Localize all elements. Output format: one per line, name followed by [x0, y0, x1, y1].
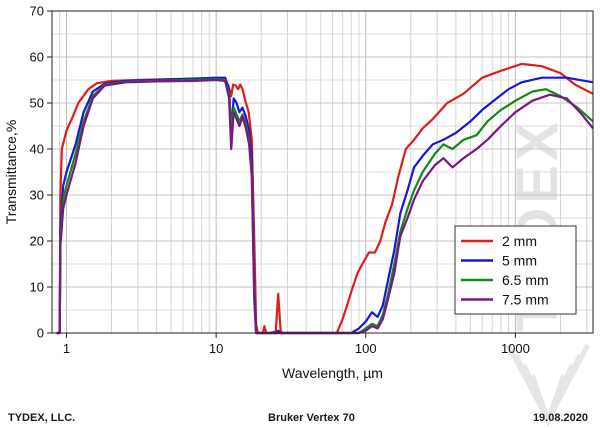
footer-date: 19.08.2020 — [532, 412, 588, 424]
x-tick-label: 1000 — [501, 341, 530, 356]
footer-company: TYDEX, LLC. — [8, 412, 76, 424]
y-tick-label: 40 — [30, 142, 44, 157]
watermark-chevron — [505, 343, 591, 426]
footer-instrument: Bruker Vertex 70 — [268, 412, 355, 424]
y-axis-label: Transmittance,% — [3, 120, 19, 225]
y-tick-label: 20 — [30, 234, 44, 249]
legend-label: 2 mm — [502, 233, 537, 249]
legend-label: 6.5 mm — [502, 272, 549, 288]
y-tick-label: 0 — [37, 326, 44, 341]
axis-ticks: 1 10 100 1000 0 10 20 30 40 50 60 70 — [30, 4, 530, 357]
y-tick-label: 70 — [30, 4, 44, 19]
legend-label: 5 mm — [502, 253, 537, 269]
y-tick-label: 60 — [30, 50, 44, 65]
x-tick-label: 1 — [63, 341, 70, 356]
y-tick-label: 50 — [30, 96, 44, 111]
y-tick-label: 10 — [30, 280, 44, 295]
watermark-chevron — [529, 374, 567, 428]
x-tick-label: 10 — [209, 341, 223, 356]
legend-label: 7.5 mm — [502, 292, 549, 308]
plot-frame — [51, 10, 594, 334]
x-tick-label: 100 — [355, 341, 377, 356]
x-axis-label: Wavelength, µm — [282, 365, 383, 381]
y-tick-label: 30 — [30, 188, 44, 203]
chart-legend: 2 mm 5 mm 6.5 mm 7.5 mm — [454, 225, 577, 315]
